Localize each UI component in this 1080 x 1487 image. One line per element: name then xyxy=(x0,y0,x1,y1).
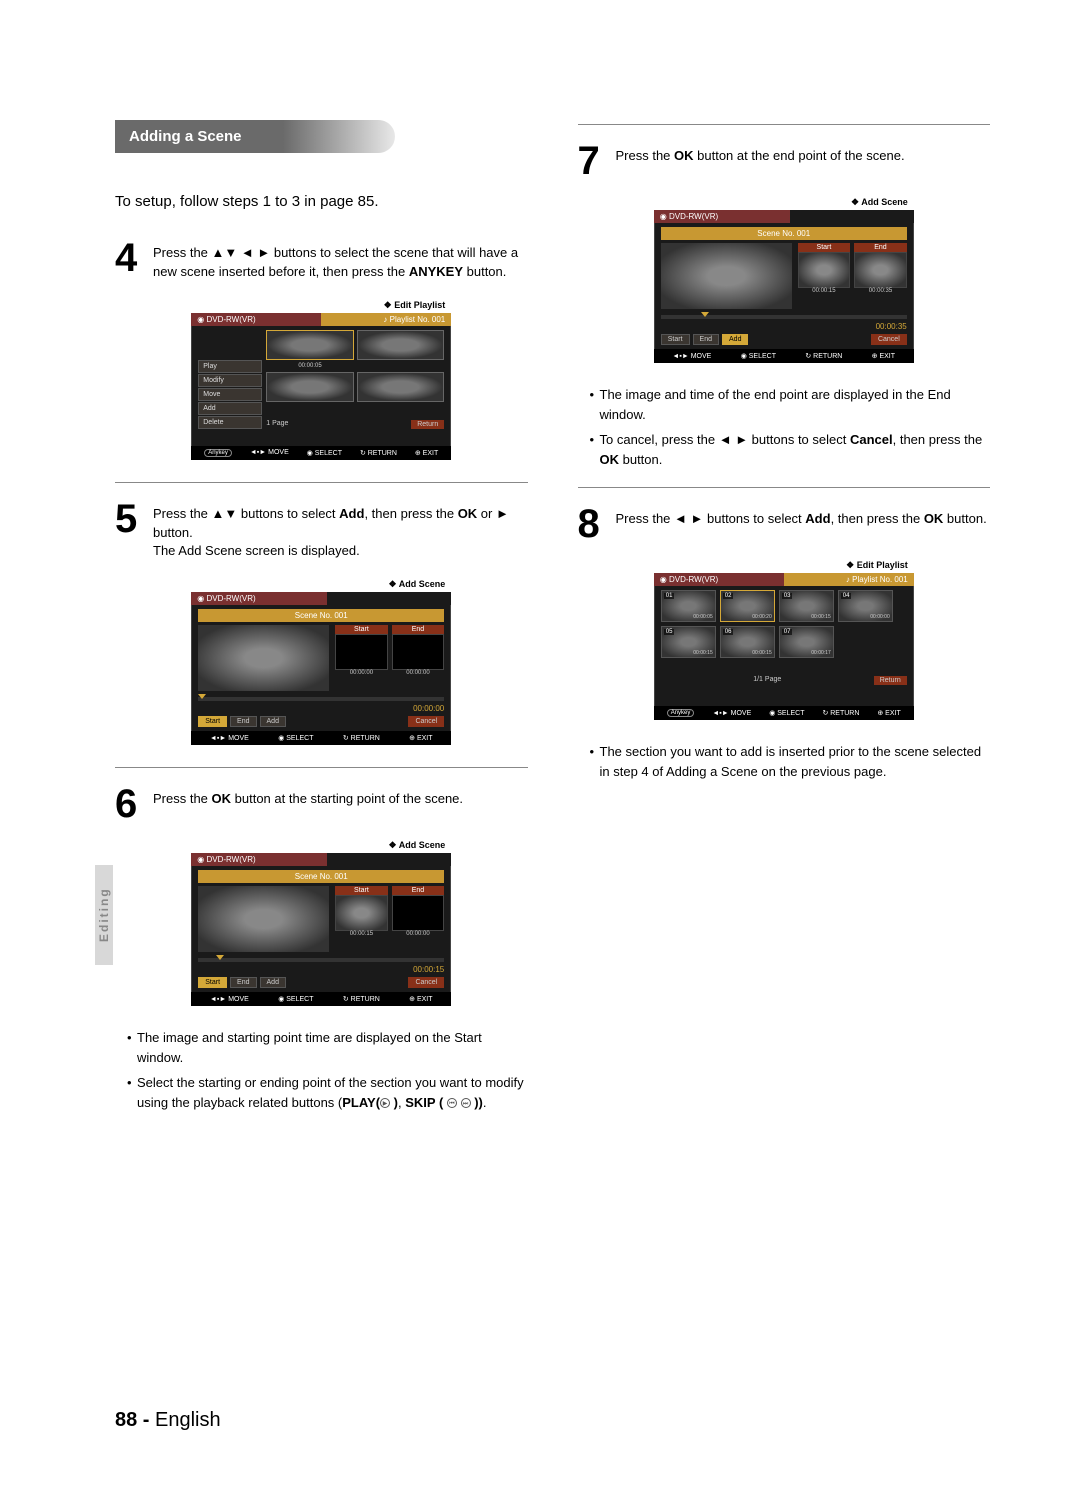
ss8-footer: Anykey ◄▪► MOVE ◉ SELECT ↻ RETURN ⊕ EXIT xyxy=(654,706,914,720)
ss7-cancel-btn: Cancel xyxy=(871,334,907,345)
ss5-scene-title: Scene No. 001 xyxy=(198,609,444,622)
screenshot-step-8: Edit Playlist ◉ DVD-RW(VR) ♪ Playlist No… xyxy=(654,560,914,720)
ss7-timer: 00:00:35 xyxy=(876,322,907,331)
ss5-timer: 00:00:00 xyxy=(413,704,444,713)
step-6-bullets: The image and starting point time are di… xyxy=(127,1028,528,1112)
ss7-preview xyxy=(661,243,792,309)
step-4-text: Press the ▲▼ ◄ ► buttons to select the s… xyxy=(153,240,528,282)
ss4-thumb-2 xyxy=(357,330,445,360)
side-section-tab: Editing xyxy=(95,865,113,965)
ss6-cancel-btn: Cancel xyxy=(408,977,444,988)
ss7-end-btn: End xyxy=(693,334,719,345)
ss5-end-btn: End xyxy=(230,716,256,727)
ss7-disc-label: ◉ DVD-RW(VR) xyxy=(654,210,790,223)
ss4-menu-play: Play xyxy=(198,360,262,373)
ss6-add-btn: Add xyxy=(260,977,286,988)
ss5-preview xyxy=(198,625,329,691)
step-8-number: 8 xyxy=(578,506,608,542)
ss4-menu-move: Move xyxy=(198,388,262,401)
ss6-label: Add Scene xyxy=(191,840,451,851)
ss5-start-btn: Start xyxy=(198,716,227,727)
screenshot-step-6: Add Scene ◉ DVD-RW(VR) Scene No. 001 Sta… xyxy=(191,840,451,1006)
ss8-thumb-1: 0100:00:05 xyxy=(661,590,716,622)
step-7-bullets: The image and time of the end point are … xyxy=(590,385,991,469)
skip-back-icon: ⏮ xyxy=(447,1098,457,1108)
ss8-thumb-3: 0300:00:15 xyxy=(779,590,834,622)
step-6-number: 6 xyxy=(115,786,145,822)
step-7-text: Press the OK button at the end point of … xyxy=(616,143,905,179)
ss6-footer: ◄▪► MOVE ◉ SELECT ↻ RETURN ⊕ EXIT xyxy=(191,992,451,1006)
ss8-thumb-6: 0600:00:15 xyxy=(720,626,775,658)
ss7-add-btn: Add xyxy=(722,334,748,345)
ss8-disc-label: ◉ DVD-RW(VR) xyxy=(654,573,784,586)
step-8-text: Press the ◄ ► buttons to select Add, the… xyxy=(616,506,987,542)
ss7-label: Add Scene xyxy=(654,197,914,208)
intro-text: To setup, follow steps 1 to 3 in page 85… xyxy=(115,193,528,210)
ss7-start-btn: Start xyxy=(661,334,690,345)
ss4-footer: Anykey ◄▪► MOVE ◉ SELECT ↻ RETURN ⊕ EXIT xyxy=(191,446,451,460)
ss8-return: Return xyxy=(874,676,907,685)
ss8-thumb-5: 0500:00:15 xyxy=(661,626,716,658)
ss8-thumb-2: 0200:00:20 xyxy=(720,590,775,622)
ss8-label: Edit Playlist xyxy=(654,560,914,571)
ss6-disc-label: ◉ DVD-RW(VR) xyxy=(191,853,327,866)
step-7-number: 7 xyxy=(578,143,608,179)
ss5-add-btn: Add xyxy=(260,716,286,727)
step-5-number: 5 xyxy=(115,501,145,562)
anykey-icon: Anykey xyxy=(204,449,232,457)
skip-fwd-icon: ⏭ xyxy=(461,1098,471,1108)
ss8-thumb-7: 0700:00:17 xyxy=(779,626,834,658)
step-8-bullets: The section you want to add is inserted … xyxy=(590,742,991,781)
ss7-footer: ◄▪► MOVE ◉ SELECT ↻ RETURN ⊕ EXIT xyxy=(654,349,914,363)
ss6-preview xyxy=(198,886,329,952)
ss8-playlist-label: ♪ Playlist No. 001 xyxy=(784,573,914,586)
ss5-label: Add Scene xyxy=(191,579,451,590)
screenshot-step-7: Add Scene ◉ DVD-RW(VR) Scene No. 001 Sta… xyxy=(654,197,914,363)
ss4-menu: Play Modify Move Add Delete xyxy=(198,330,262,430)
ss4-playlist-label: ♪ Playlist No. 001 xyxy=(321,313,451,326)
ss4-return: Return xyxy=(411,420,444,429)
section-header: Adding a Scene xyxy=(115,120,395,153)
ss4-menu-add: Add xyxy=(198,402,262,415)
ss4-menu-modify: Modify xyxy=(198,374,262,387)
step-4-number: 4 xyxy=(115,240,145,282)
ss6-scene-title: Scene No. 001 xyxy=(198,870,444,883)
screenshot-step-4: Edit Playlist ◉ DVD-RW(VR) ♪ Playlist No… xyxy=(191,300,451,460)
ss8-thumb-4: 0400:00:00 xyxy=(838,590,893,622)
ss4-page: 1 Page xyxy=(266,420,288,429)
ss5-disc-label: ◉ DVD-RW(VR) xyxy=(191,592,327,605)
play-icon: ▶ xyxy=(380,1098,390,1108)
ss4-thumb-4 xyxy=(357,372,445,402)
step-6-text: Press the OK button at the starting poin… xyxy=(153,786,463,822)
ss4-label: Edit Playlist xyxy=(191,300,451,311)
ss4-thumb-1: 00:00:05 xyxy=(266,330,354,360)
ss4-menu-delete: Delete xyxy=(198,416,262,429)
ss4-thumb-3 xyxy=(266,372,354,402)
ss4-disc-label: ◉ DVD-RW(VR) xyxy=(191,313,321,326)
ss5-footer: ◄▪► MOVE ◉ SELECT ↻ RETURN ⊕ EXIT xyxy=(191,731,451,745)
anykey-icon: Anykey xyxy=(667,709,695,717)
ss8-page: 1/1 Page xyxy=(753,676,781,685)
ss5-cancel-btn: Cancel xyxy=(408,716,444,727)
screenshot-step-5: Add Scene ◉ DVD-RW(VR) Scene No. 001 Sta… xyxy=(191,579,451,745)
ss6-timer: 00:00:15 xyxy=(413,965,444,974)
step-5-text: Press the ▲▼ buttons to select Add, then… xyxy=(153,501,528,562)
ss6-start-btn: Start xyxy=(198,977,227,988)
ss7-scene-title: Scene No. 001 xyxy=(661,227,907,240)
page-footer: 88 - English xyxy=(115,1409,221,1432)
ss6-end-btn: End xyxy=(230,977,256,988)
